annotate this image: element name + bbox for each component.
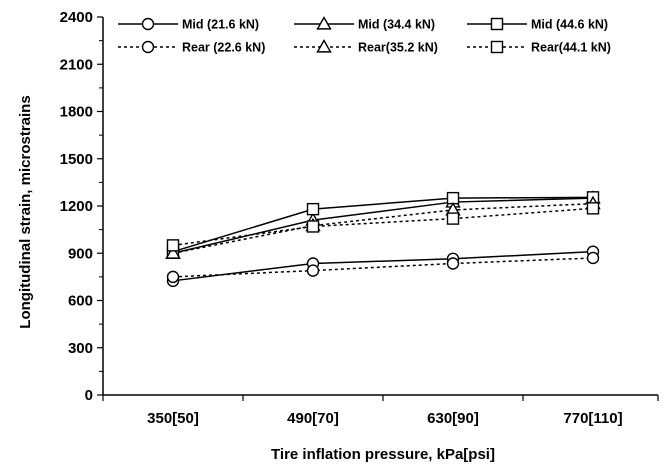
legend-label: Rear (22.6 kN) (182, 41, 265, 55)
data-point (166, 239, 180, 252)
series-markers (166, 202, 600, 252)
series-markers (166, 191, 600, 258)
y-tick-label: 1500 (60, 151, 93, 168)
data-point (306, 220, 320, 233)
legend-label: Rear(44.1 kN) (531, 41, 611, 55)
legend-item: Rear(44.1 kN) (467, 41, 611, 55)
series-line (172, 197, 594, 254)
legend-item: Mid (44.6 kN) (467, 18, 608, 32)
series-group (172, 257, 594, 278)
data-series (165, 190, 601, 288)
data-point (306, 264, 320, 277)
series-line (172, 196, 594, 253)
legend-item: Rear(35.2 kN) (294, 39, 438, 55)
legend-marker (141, 40, 155, 54)
legend-label: Rear(35.2 kN) (358, 41, 438, 55)
legend-marker (316, 39, 332, 53)
series-markers (166, 251, 600, 284)
series-group (172, 250, 594, 282)
y-tick-label: 600 (68, 293, 93, 310)
series-line (172, 257, 594, 278)
y-tick-label: 2400 (60, 9, 93, 26)
x-axis-title: Tire inflation pressure, kPa[psi] (271, 446, 495, 463)
legend: Mid (21.6 kN) Mid (34.4 kN) Mid (44.6 kN) R… (118, 16, 611, 55)
data-point (446, 212, 460, 225)
data-point (446, 257, 460, 270)
legend-marker (490, 17, 504, 31)
data-point (446, 191, 460, 205)
legend-marker (316, 16, 332, 30)
series-line (172, 250, 594, 282)
x-tick-label: 770[110] (563, 410, 622, 427)
data-point (165, 245, 181, 259)
series-markers (165, 195, 601, 259)
legend-marker (141, 17, 155, 31)
legend-item: Rear (22.6 kN) (118, 41, 265, 55)
y-axis-title: Longitudinal strain, microstrains (17, 95, 34, 328)
data-point (166, 270, 180, 284)
data-point (586, 251, 600, 265)
y-tick-label: 1200 (60, 198, 93, 215)
series-markers (166, 245, 600, 288)
x-tick-label: 350[50] (147, 410, 199, 427)
series-line (172, 207, 594, 247)
y-tick-label: 1800 (60, 104, 93, 121)
x-tick-label: 630[90] (427, 410, 479, 427)
series-group (172, 207, 594, 247)
legend-label: Mid (34.4 kN) (358, 18, 435, 32)
series-group (172, 197, 594, 254)
data-point (586, 202, 600, 215)
y-tick-label: 0 (85, 387, 93, 404)
x-tick-label: 490[70] (287, 410, 339, 427)
legend-label: Mid (21.6 kN) (182, 18, 259, 32)
data-point (306, 202, 320, 216)
series-markers (165, 190, 601, 259)
y-tick-label: 300 (68, 340, 93, 357)
legend-item: Mid (21.6 kN) (118, 18, 259, 32)
y-tick-label: 900 (68, 245, 93, 262)
legend-marker (490, 40, 504, 54)
legend-item: Mid (34.4 kN) (294, 16, 435, 32)
series-group (172, 196, 594, 253)
legend-label: Mid (44.6 kN) (531, 18, 608, 32)
y-tick-label: 2100 (60, 56, 93, 73)
axes: 0 300 600 900 1200 1500 1800 2100 2400 350[50] 490… (60, 9, 659, 427)
